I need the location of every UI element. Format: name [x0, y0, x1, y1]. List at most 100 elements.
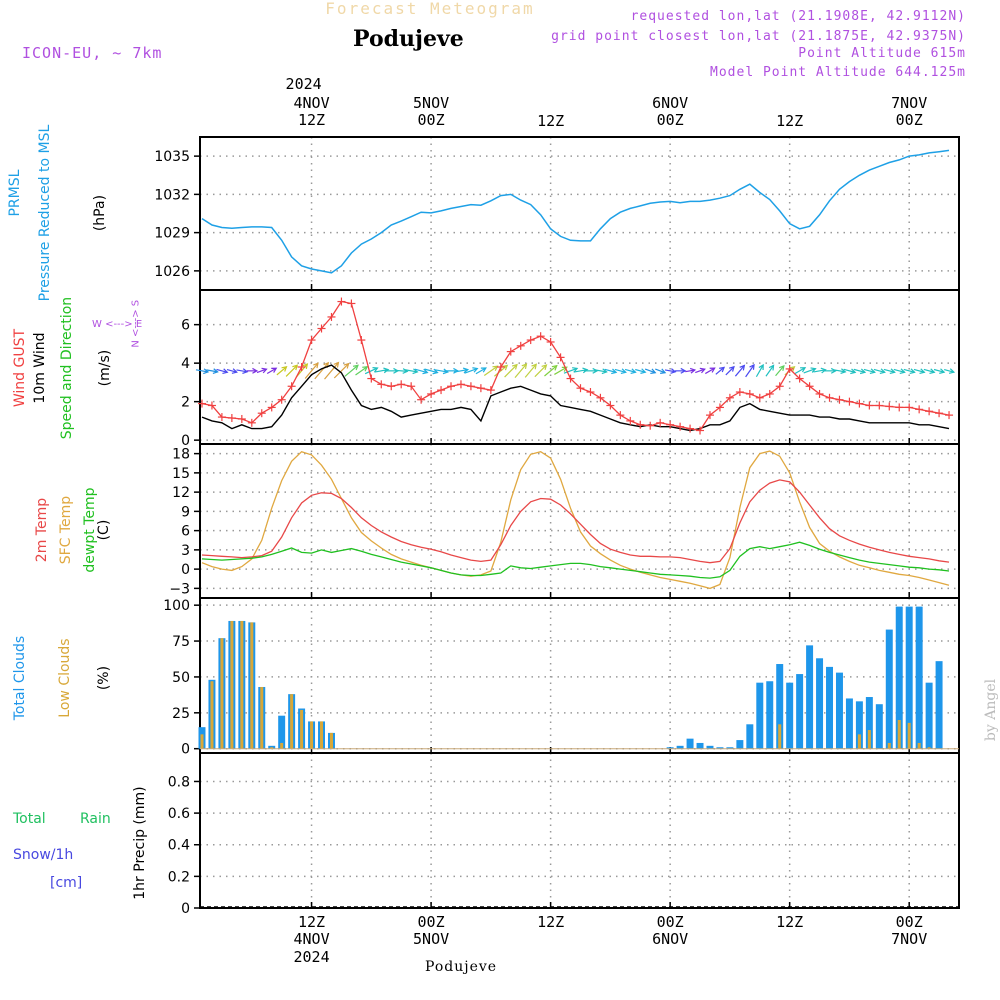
bottom-axis-label-line: 6NOV [652, 930, 689, 949]
wind-arrow-head [729, 365, 735, 372]
wind-arrow-shaft [745, 364, 755, 378]
wind-gust-marker [466, 382, 475, 391]
wind-gust-marker [397, 380, 406, 389]
wind-arrow-shaft [355, 366, 368, 376]
wind-arrow-shaft [404, 369, 418, 373]
top-axis-label-line: 00Z [895, 111, 923, 130]
wind-arrow-head [302, 363, 309, 370]
wind-direction-arrow [344, 364, 359, 377]
wind-arrow-head [689, 367, 697, 374]
wind-arrow-head [601, 368, 608, 375]
wind-gust-marker [865, 401, 874, 410]
temperature-panel: −3 0 3 6 9 12 15 18 [169, 443, 960, 599]
top-axis-label-line: 00Z [417, 111, 445, 130]
wind-arrow-shaft [414, 368, 428, 374]
wind-direction-arrow [853, 368, 867, 375]
wind-gust-marker [586, 388, 595, 397]
wind-arrow-head [261, 367, 268, 374]
wind-arrow-head [939, 368, 946, 374]
temperature-ytick-label: −3 [169, 581, 190, 597]
dewpt-temp-line [201, 541, 950, 579]
clouds-ytick-label: 100 [163, 598, 190, 614]
wind-gust-marker [885, 402, 894, 411]
wind-gust-marker [476, 384, 485, 393]
total-clouds-bar [905, 606, 913, 749]
compass-west-east: W <---> E [92, 319, 143, 330]
wind-gust-marker [616, 411, 625, 420]
wind-gust-marker [347, 299, 356, 308]
wind-arrow-head [551, 364, 558, 371]
wind-gust-marker [456, 380, 465, 389]
wind-direction-arrow [655, 368, 667, 374]
footer-station-name: Podujeve [425, 959, 498, 975]
wind-gust-marker [536, 332, 545, 341]
model-name: ICON-EU, ~ 7km [22, 44, 163, 62]
precip-snow-label: Snow/1h [13, 847, 74, 863]
wind-direction-arrow [604, 368, 618, 375]
wind-gust-marker [227, 414, 236, 423]
wind-direction-arrow [524, 363, 537, 378]
wind-direction-arrow [464, 367, 479, 374]
pressure-ytick-label: 1029 [154, 226, 190, 242]
wind-gust-marker [516, 341, 525, 350]
total-clouds-bar [816, 658, 824, 749]
wind-direction-arrow [594, 368, 608, 375]
wind-gust-marker [646, 421, 655, 430]
temperature-ytick-label: 0 [181, 562, 190, 578]
wind-arrow-head [462, 367, 470, 374]
wind-direction-arrow [873, 368, 886, 375]
total-clouds-bar [865, 697, 873, 749]
pressure-line [201, 149, 950, 274]
precipitation-ytick-label: 0.2 [168, 869, 190, 885]
wind-direction-arrow [734, 364, 746, 377]
low-clouds-bar [310, 721, 314, 749]
bottom-axis-label: 12Z 4NOV 2024 [272, 913, 352, 966]
wind-gust-marker [626, 416, 635, 425]
low-clouds-bar [260, 686, 264, 749]
low-clouds-bar [210, 681, 214, 749]
wind-gust-marker [546, 337, 555, 346]
wind-arrow-head [521, 363, 528, 370]
wind-gust-marker [447, 382, 456, 391]
precipitation-ytick-label: 0.8 [168, 774, 190, 790]
total-clouds-bar [786, 682, 794, 749]
wind-direction-arrow [833, 368, 847, 375]
wind-direction-arrow [913, 368, 926, 375]
wind-direction-arrow [504, 363, 518, 378]
wind-arrow-head [402, 368, 409, 374]
wind-arrow-shaft [903, 368, 915, 373]
wind-arrow-head [650, 368, 657, 375]
wind-gust-marker [407, 382, 416, 391]
low-clouds-bar [857, 734, 861, 749]
wind-gust-marker [805, 382, 814, 391]
wind-gust-marker [526, 336, 535, 345]
wind-direction-arrow [364, 367, 379, 375]
wind-gust-marker [596, 393, 605, 402]
low-clouds-bar [280, 742, 284, 749]
wind-arrow-head [758, 363, 764, 370]
wind-direction-arrow [276, 366, 288, 376]
total-clouds-bar [935, 661, 943, 749]
wind-arrow-shaft [464, 367, 478, 374]
wind-ytick-label: 6 [181, 318, 190, 334]
wind-direction-arrow [675, 367, 687, 374]
wind-direction-arrow [823, 367, 837, 374]
bottom-axis-label: 12Z [750, 913, 830, 931]
wind-arrow-head [899, 368, 906, 375]
wind-arrow-head [620, 368, 627, 375]
wind-arrow-shaft [893, 368, 905, 373]
wind-arrow-head [630, 368, 637, 375]
low-clouds-bar [917, 742, 921, 749]
wind-gust-marker [755, 393, 764, 402]
wind-arrow-shaft [923, 368, 935, 373]
top-axis-label-line: 4NOV [293, 94, 330, 112]
wind-arrow-head [929, 368, 936, 375]
temperature-ytick-label: 18 [172, 447, 190, 463]
wind-arrow-shaft [544, 365, 558, 377]
wind-arrow-shaft [873, 368, 885, 373]
total-clouds-bar [278, 715, 286, 749]
wind-arrow-head [749, 363, 755, 370]
pressure-ytick-label: 1032 [154, 187, 190, 203]
total-clouds-bar [826, 666, 833, 749]
wind-gust-marker [825, 393, 834, 402]
